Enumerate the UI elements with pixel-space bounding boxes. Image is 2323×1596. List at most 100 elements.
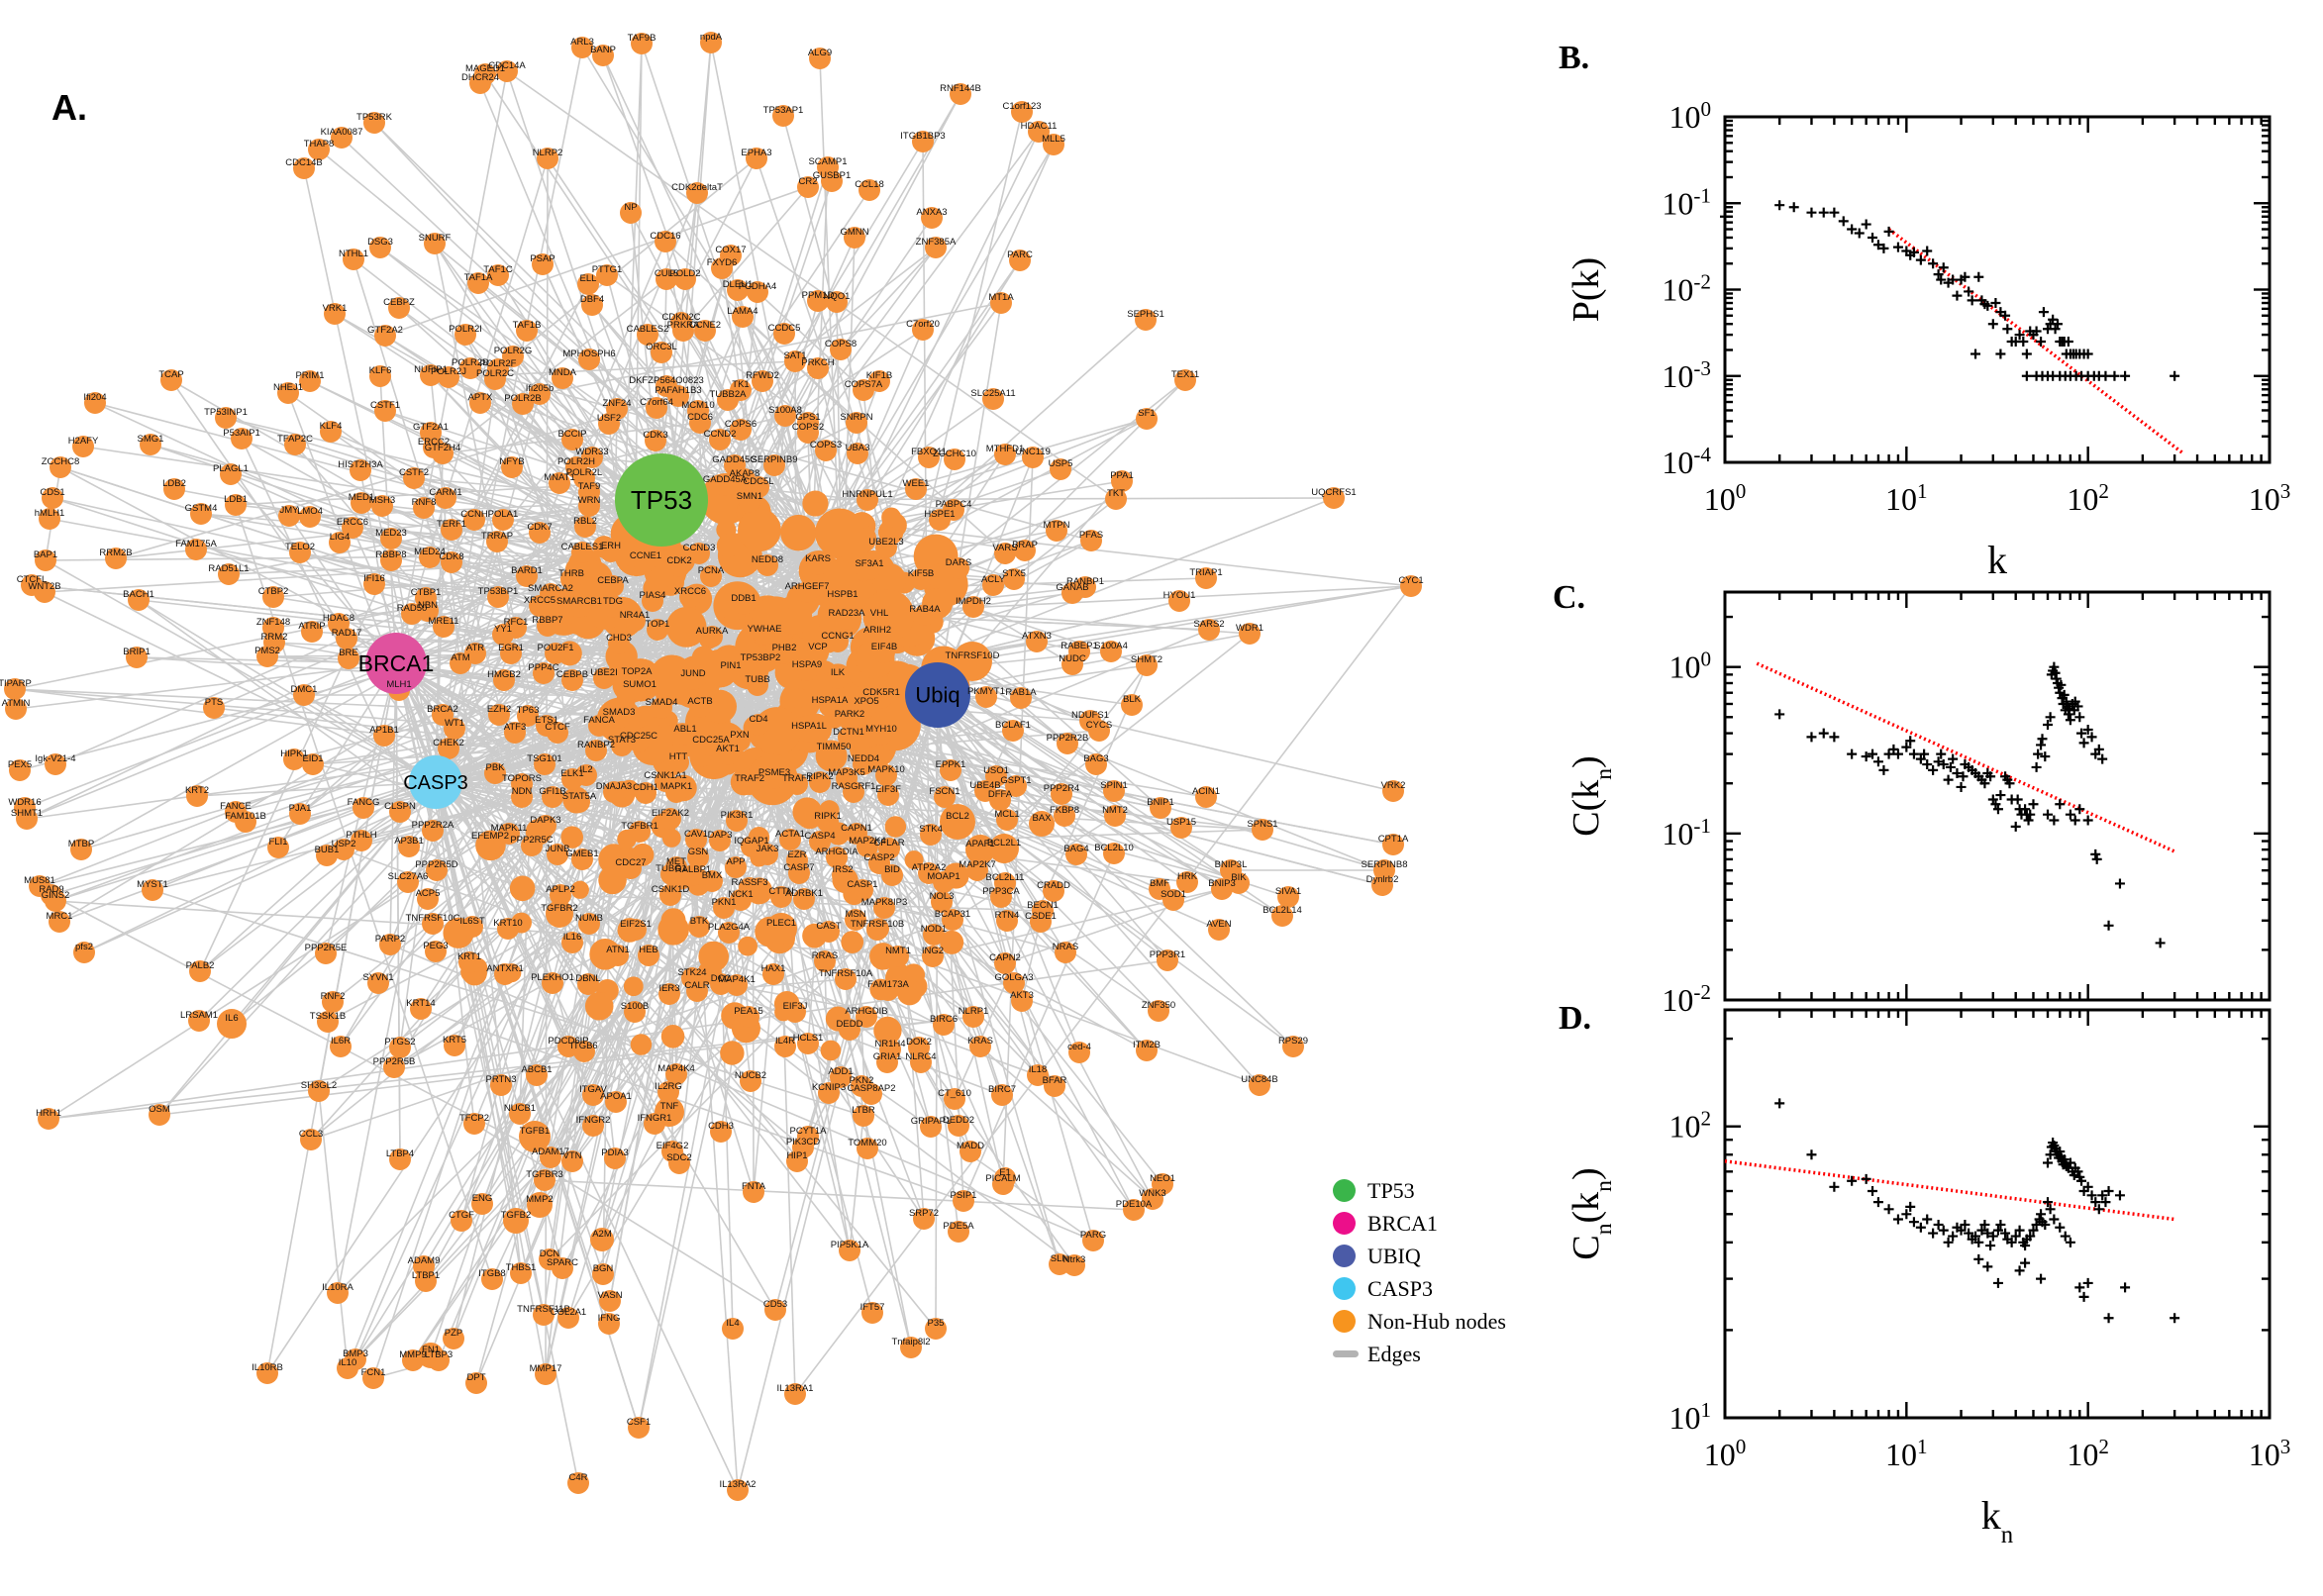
panel-label-b: B. [1559,40,1590,76]
network-node [1382,780,1404,802]
network-node [533,1304,555,1326]
network-node [929,509,951,531]
network-node [532,253,554,275]
network-node [486,531,508,552]
network-node [844,227,865,249]
network-node [293,157,315,179]
network-node [996,910,1018,932]
scatter-points-D [1774,1098,2180,1324]
network-node [1051,783,1072,805]
network-node [444,718,465,740]
network-node [856,1006,877,1028]
network-node [428,1349,450,1371]
network-node [1142,1188,1163,1210]
network-node [818,1082,840,1104]
network-node [581,447,603,468]
network-node [371,495,393,517]
network-node [568,791,590,813]
network-node [764,1299,786,1321]
network-node [578,349,600,370]
network-node [190,503,212,525]
network-node [1208,919,1230,941]
network-node [1195,786,1217,808]
network-node [1055,942,1076,963]
network-node [568,596,590,618]
network-node [1028,121,1050,143]
network-node [832,589,854,611]
network-node [38,1108,59,1130]
network-node [450,652,471,674]
network-node [631,33,653,54]
network-node [720,660,742,682]
network-node [560,568,582,590]
network-node [725,856,747,878]
network-node [642,590,663,612]
network-node [620,202,642,224]
network-node [624,1001,646,1023]
network-node [858,179,880,201]
network-node [914,604,936,626]
network-node [857,836,878,857]
network-node [481,1268,503,1290]
network-node [73,942,95,963]
network-node [757,844,778,865]
network-node [49,911,70,933]
network-node [931,891,953,913]
network-node [821,170,843,192]
network-node [496,60,518,82]
network-node [700,735,722,756]
fit-line-C [1756,661,2175,853]
network-node [126,647,148,668]
network-node [608,707,630,729]
network-node [458,951,480,973]
network-node [740,1070,761,1092]
network-node [1080,530,1102,551]
network-node [333,839,354,860]
network-node [944,449,965,470]
svg-text:10-2: 10-2 [1662,980,1711,1018]
network-node [875,537,897,558]
network-node [327,1282,349,1304]
network-node [836,608,858,630]
network-node [308,1080,330,1102]
network-node [463,1113,485,1135]
network-node [561,669,583,691]
network-node [934,786,956,808]
network-node [700,32,722,53]
network-node [380,549,402,571]
network-node [451,1210,472,1232]
network-node [1100,641,1122,662]
network-node [415,1270,437,1292]
hub-node-brca1 [365,633,427,694]
network-node [774,1036,796,1057]
svg-text:101: 101 [1885,479,1928,517]
network-node [798,721,820,743]
network-node [231,428,252,449]
network-node [900,1337,922,1358]
network-node [300,1129,322,1150]
network-node [910,1051,932,1073]
legend-label: UBIQ [1367,1243,1421,1268]
network-node [511,786,533,808]
network-node [797,176,819,198]
network-node [948,1115,969,1137]
network-node [688,543,710,564]
network-node [853,379,874,401]
network-node [289,542,311,563]
network-node [732,306,754,328]
network-node [163,478,185,500]
network-node [752,370,773,392]
network-node [488,704,510,726]
network-node [283,748,305,770]
network-node [784,1383,806,1405]
network-node [763,454,785,476]
legend-label: Edges [1367,1341,1421,1366]
network-node [537,148,558,169]
network-node [552,1257,573,1279]
network-node [1005,775,1027,797]
network-node [711,257,733,279]
network-node [710,1121,732,1143]
network-node [1065,844,1087,865]
network-node [807,553,829,575]
network-node [581,294,603,316]
